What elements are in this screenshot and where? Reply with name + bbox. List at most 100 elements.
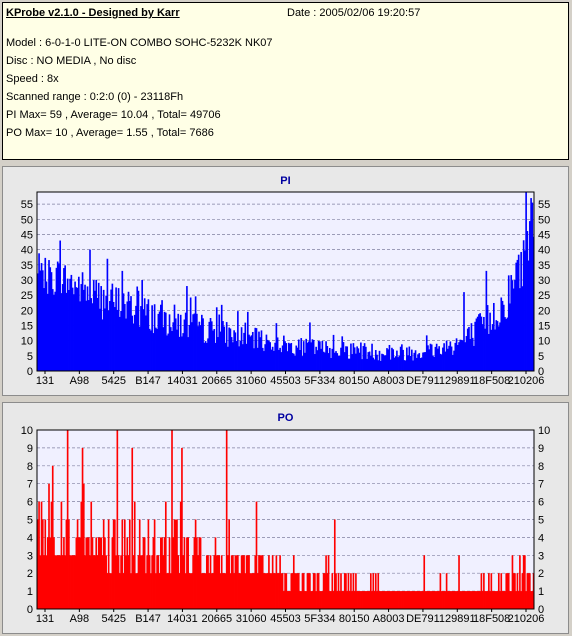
- po-bar: [419, 591, 422, 609]
- pi-bar: [338, 355, 341, 371]
- pi-bar: [299, 350, 301, 371]
- po-bar: [143, 537, 146, 609]
- pi-bar: [224, 342, 227, 371]
- po-xtick-label: B147: [135, 613, 161, 625]
- po-bar: [73, 555, 75, 609]
- pi-bar: [126, 301, 129, 371]
- pi-bar: [402, 349, 404, 371]
- pi-bar: [365, 346, 367, 371]
- pi-bar: [242, 344, 244, 371]
- pi-bar: [389, 359, 392, 371]
- pi-bar: [152, 333, 155, 371]
- po-bar: [228, 519, 230, 609]
- pi-bar: [384, 355, 387, 371]
- po-bar: [471, 591, 474, 609]
- po-bar: [197, 555, 199, 609]
- po-bar: [432, 591, 434, 609]
- pi-bar: [284, 341, 286, 371]
- po-bar: [393, 591, 396, 609]
- pi-bar: [461, 340, 464, 371]
- po-bar: [110, 573, 112, 609]
- pi-bar: [173, 304, 176, 371]
- po-bar: [104, 537, 106, 609]
- pi-xtick-label: 129891: [439, 375, 476, 387]
- po-bar: [122, 573, 125, 609]
- pi-bar: [393, 357, 396, 371]
- pi-bar: [443, 343, 445, 371]
- po-bar: [422, 591, 424, 609]
- pi-bar: [398, 355, 401, 371]
- po-bar: [336, 591, 339, 609]
- po-bar: [311, 591, 314, 609]
- pi-bar: [291, 353, 294, 371]
- po-bar: [383, 591, 386, 609]
- po-bar: [198, 537, 201, 609]
- po-bar: [254, 555, 257, 609]
- po-bar: [350, 573, 352, 609]
- pi-bar: [208, 321, 211, 371]
- po-bar: [167, 573, 170, 609]
- pi-bar: [167, 333, 170, 371]
- po-bar: [278, 573, 280, 609]
- pi-bar: [40, 263, 43, 371]
- pi-bar: [145, 315, 147, 371]
- po-bar: [215, 555, 218, 609]
- pi-bar: [473, 345, 475, 371]
- pi-bar: [235, 341, 238, 371]
- pi-bar: [218, 314, 221, 371]
- po-bar: [66, 430, 69, 609]
- pi-bar: [420, 357, 423, 371]
- pi-bar: [387, 349, 390, 371]
- pi-bar: [146, 304, 148, 371]
- pi-bar: [222, 321, 224, 371]
- pi-bar: [468, 326, 470, 371]
- po-bar: [469, 591, 472, 609]
- po-bar: [46, 537, 49, 609]
- pi-bar: [356, 346, 358, 371]
- pi-bar: [476, 316, 479, 371]
- po-bar: [203, 573, 206, 609]
- pi-bar: [196, 313, 198, 371]
- po-bar: [182, 555, 185, 609]
- po-bar: [356, 591, 358, 609]
- po-bar: [417, 591, 419, 609]
- po-bar: [238, 573, 240, 609]
- pi-bar: [328, 347, 331, 371]
- pi-bar: [312, 339, 315, 371]
- po-bar: [497, 573, 500, 609]
- pi-bar: [205, 342, 208, 371]
- po-bar: [248, 555, 250, 609]
- pi-bar: [60, 293, 63, 371]
- po-bar: [217, 555, 219, 609]
- pi-bar: [45, 281, 48, 371]
- pi-bar: [135, 305, 137, 371]
- pi-bar: [383, 355, 386, 371]
- po-bar: [212, 573, 214, 609]
- pi-bar: [294, 355, 296, 371]
- po-bar: [210, 573, 213, 609]
- pi-bar: [106, 258, 109, 371]
- po-bar: [456, 591, 459, 609]
- po-bar: [202, 573, 204, 609]
- po-xtick-label: A8003: [373, 613, 405, 625]
- pi-bar: [449, 341, 452, 371]
- pi-bar: [261, 347, 264, 371]
- po-bar: [276, 573, 279, 609]
- pi-bar: [255, 328, 258, 371]
- po-bar: [397, 591, 399, 609]
- pi-bar: [207, 338, 209, 371]
- pi-bar: [151, 305, 153, 371]
- pi-bar: [438, 346, 440, 371]
- pi-bar: [223, 326, 226, 371]
- pi-bar: [412, 360, 414, 371]
- po-bar: [164, 501, 167, 609]
- pi-bar: [164, 312, 167, 371]
- pi-bar: [201, 314, 203, 371]
- po-bar: [358, 591, 361, 609]
- po-ytick-label-right: 6: [538, 497, 544, 509]
- pi-bar: [469, 339, 472, 371]
- pi-bar: [335, 351, 337, 371]
- po-bar: [145, 573, 147, 609]
- pi-bar: [168, 314, 171, 371]
- pi-bar: [101, 319, 104, 371]
